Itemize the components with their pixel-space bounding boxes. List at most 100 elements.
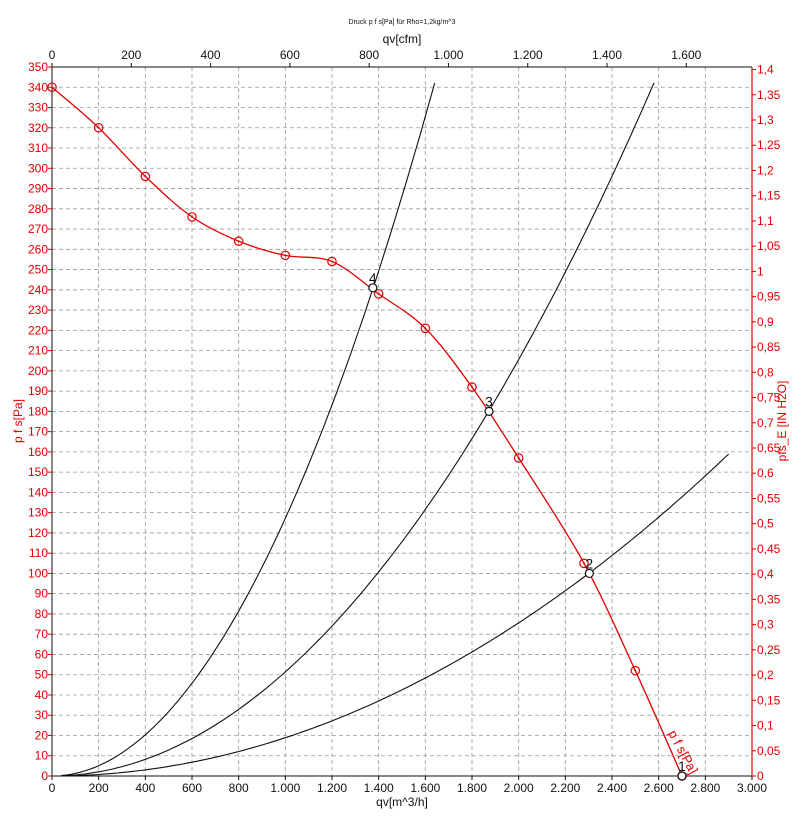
x-tick-label: 0 xyxy=(49,781,56,795)
x2-tick-label: 1.600 xyxy=(671,48,701,62)
x-tick-label: 2.000 xyxy=(504,781,534,795)
y2-tick-label: 0,4 xyxy=(757,567,774,581)
chart-title: Druck p f s[Pa] für Rho=1,2kg/m^3 xyxy=(349,19,456,26)
y2-tick-label: 0,2 xyxy=(757,668,774,682)
x-tick-label: 800 xyxy=(229,781,249,795)
axis-ticks: 0 200 400 600 800 1.000 1.200 1.400 1.600 1.800 2.… xyxy=(28,48,781,795)
fan-curve-point xyxy=(630,665,641,676)
operating-point-3 xyxy=(484,406,494,416)
fan-curve-point xyxy=(579,558,589,569)
y-tick-label: 170 xyxy=(28,425,48,439)
y-tick-label: 260 xyxy=(28,242,48,256)
x-tick-label: 200 xyxy=(89,781,109,795)
x-tick-label: 2.800 xyxy=(690,781,720,795)
y2-tick-label: 0,25 xyxy=(757,643,781,657)
operating-point-label: 2 xyxy=(585,555,593,571)
operating-point-label: 1 xyxy=(678,758,686,774)
fan-curve-point-center xyxy=(634,669,637,672)
y2-tick-label: 1,15 xyxy=(757,189,781,203)
x-tick-label: 2.200 xyxy=(550,781,580,795)
fan-curve-point-center xyxy=(377,292,380,295)
y-tick-label: 60 xyxy=(35,647,49,661)
fan-curve-point xyxy=(280,250,291,261)
y-tick-label: 70 xyxy=(35,627,49,641)
system-curves xyxy=(61,82,730,777)
y-tick-label: 320 xyxy=(28,121,48,135)
y2-tick-label: 0,9 xyxy=(757,315,774,329)
y-tick-label: 250 xyxy=(28,263,48,277)
fan-curve-point xyxy=(327,256,337,267)
y-tick-label: 30 xyxy=(35,708,49,722)
x2-tick-label: 0 xyxy=(49,48,56,62)
x2-tick-label: 1.400 xyxy=(592,48,622,62)
y-tick-label: 220 xyxy=(28,323,48,337)
fan-curve-point xyxy=(373,289,384,299)
y-tick-label: 80 xyxy=(35,607,49,621)
x2-axis-label: qv[cfm] xyxy=(383,32,422,46)
y2-tick-label: 1,05 xyxy=(757,239,781,253)
fan-curve-point xyxy=(513,453,524,463)
x-tick-label: 400 xyxy=(135,781,155,795)
x-tick-label: 1.600 xyxy=(410,781,440,795)
y2-tick-label: 0,65 xyxy=(757,441,781,455)
fan-curve-point-center xyxy=(517,456,520,459)
y2-tick-label: 0 xyxy=(757,769,764,783)
x-tick-label: 1.200 xyxy=(317,781,347,795)
fan-curve-point xyxy=(233,236,244,247)
y2-tick-label: 0,95 xyxy=(757,290,781,304)
system-curve-2 xyxy=(61,82,655,777)
grid xyxy=(52,67,752,776)
fan-curve-point xyxy=(140,171,151,182)
fan-curve-point xyxy=(467,382,477,392)
fan-curve-point-center xyxy=(97,126,100,129)
fan-curve-point xyxy=(93,122,104,133)
fan-curve-point xyxy=(47,82,57,93)
y-tick-label: 210 xyxy=(28,344,48,358)
y-axis-label: p f s[Pa] xyxy=(11,399,25,443)
x2-tick-label: 200 xyxy=(121,48,141,62)
y-tick-label: 50 xyxy=(35,668,49,682)
y-tick-label: 90 xyxy=(35,587,49,601)
x2-tick-label: 400 xyxy=(201,48,221,62)
x2-tick-label: 800 xyxy=(359,48,379,62)
x-tick-label: 2.600 xyxy=(644,781,674,795)
x-tick-label: 1.800 xyxy=(457,781,487,795)
y2-tick-label: 1,3 xyxy=(757,113,774,127)
fan-curve-point-center xyxy=(471,386,473,389)
fan-curve-point-center xyxy=(284,254,287,257)
y-tick-label: 40 xyxy=(35,688,49,702)
x-tick-label: 600 xyxy=(182,781,202,795)
y2-tick-label: 0,05 xyxy=(757,744,781,758)
plot-frame xyxy=(51,66,753,777)
x-tick-label: 3.000 xyxy=(737,781,767,795)
y2-tick-label: 0,8 xyxy=(757,365,774,379)
fan-curve-point-center xyxy=(237,240,240,243)
y-tick-label: 270 xyxy=(28,222,48,236)
y-tick-label: 100 xyxy=(28,566,48,580)
x2-tick-label: 1.000 xyxy=(433,48,463,62)
y-tick-label: 110 xyxy=(29,546,48,560)
operating-point-1 xyxy=(677,771,687,781)
x-tick-label: 2.400 xyxy=(597,781,627,795)
y-tick-label: 290 xyxy=(28,182,48,196)
operating-point-4 xyxy=(368,283,378,293)
y2-tick-label: 0,7 xyxy=(757,416,774,430)
y-tick-label: 190 xyxy=(28,384,48,398)
fan-curve-point xyxy=(420,323,431,334)
fan-curve-point xyxy=(187,212,197,222)
x2-tick-label: 1.200 xyxy=(513,48,543,62)
y2-tick-label: 0,35 xyxy=(757,592,781,606)
y2-tick-label: 0,3 xyxy=(757,618,774,632)
y-tick-label: 180 xyxy=(28,404,48,418)
fan-curve-point-center xyxy=(51,86,53,89)
fan-curve-point-center xyxy=(583,562,585,565)
y2-tick-label: 0,1 xyxy=(757,719,774,733)
y2-tick-label: 1 xyxy=(757,264,764,278)
y-tick-label: 140 xyxy=(28,485,48,499)
y2-tick-label: 1,1 xyxy=(757,214,774,228)
y-tick-label: 20 xyxy=(35,728,49,742)
x-axis-label: qv[m^3/h] xyxy=(376,795,428,809)
y2-tick-label: 0,6 xyxy=(757,466,774,480)
y-tick-label: 280 xyxy=(28,202,48,216)
